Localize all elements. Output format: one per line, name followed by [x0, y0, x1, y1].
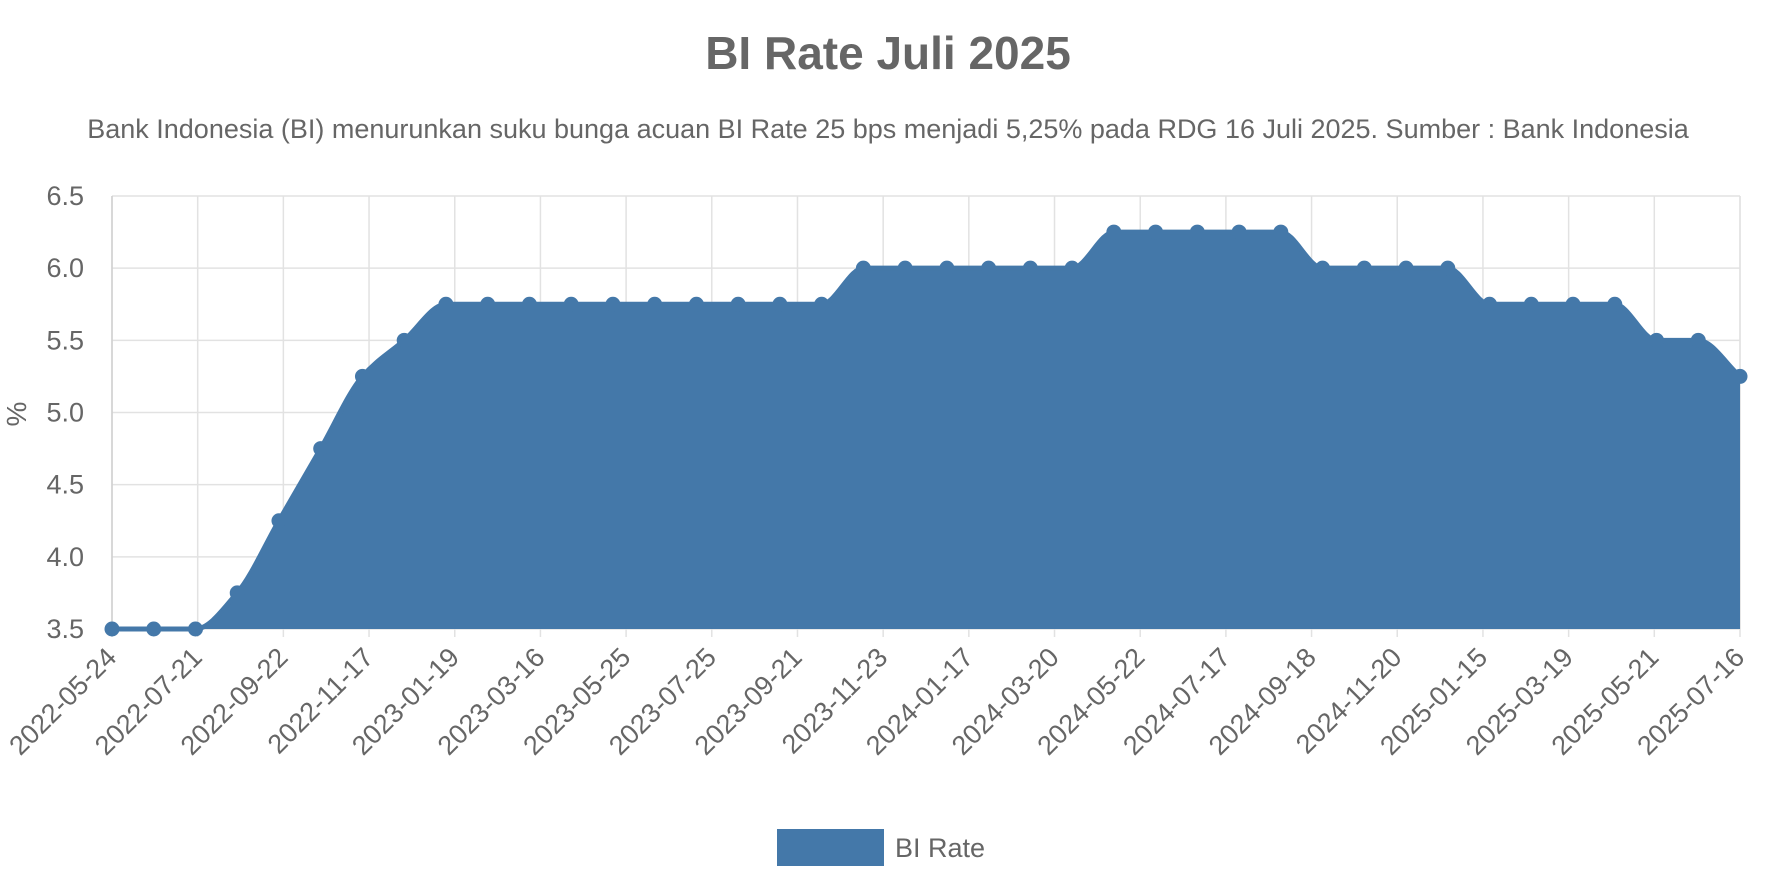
data-point[interactable] [855, 260, 871, 276]
y-tick-label: 5.0 [46, 398, 84, 428]
series-points [104, 224, 1748, 637]
data-point[interactable] [480, 296, 496, 312]
data-point[interactable] [1690, 332, 1706, 348]
data-point[interactable] [1440, 260, 1456, 276]
data-point[interactable] [1398, 260, 1414, 276]
data-point[interactable] [1732, 368, 1748, 384]
y-tick-label: 4.5 [46, 470, 84, 500]
data-point[interactable] [1148, 224, 1164, 240]
data-point[interactable] [1565, 296, 1581, 312]
legend[interactable]: BI Rate [777, 829, 985, 866]
data-point[interactable] [563, 296, 579, 312]
y-tick-label: 6.0 [46, 253, 84, 283]
data-point[interactable] [1356, 260, 1372, 276]
data-point[interactable] [229, 585, 245, 601]
legend-swatch-bi-rate [777, 829, 884, 866]
y-axis-title: % [1, 402, 32, 427]
data-point[interactable] [688, 296, 704, 312]
data-point[interactable] [1022, 260, 1038, 276]
data-point[interactable] [1649, 332, 1665, 348]
chart-title: BI Rate Juli 2025 [705, 27, 1071, 79]
data-point[interactable] [438, 296, 454, 312]
data-point[interactable] [1482, 296, 1498, 312]
series-area [112, 229, 1742, 632]
data-point[interactable] [187, 621, 203, 637]
y-axis-ticks: 3.5 4.0 4.5 5.0 5.5 6.0 6.5 [46, 181, 84, 644]
data-point[interactable] [1064, 260, 1080, 276]
data-point[interactable] [1189, 224, 1205, 240]
data-point[interactable] [354, 368, 370, 384]
y-tick-label: 3.5 [46, 614, 84, 644]
data-point[interactable] [1607, 296, 1623, 312]
data-point[interactable] [271, 513, 287, 529]
data-point[interactable] [981, 260, 997, 276]
data-point[interactable] [146, 621, 162, 637]
data-point[interactable] [1315, 260, 1331, 276]
data-point[interactable] [1523, 296, 1539, 312]
y-tick-label: 4.0 [46, 542, 84, 572]
data-point[interactable] [1231, 224, 1247, 240]
data-point[interactable] [313, 441, 329, 457]
data-point[interactable] [730, 296, 746, 312]
data-point[interactable] [396, 332, 412, 348]
data-point[interactable] [814, 296, 830, 312]
data-point[interactable] [897, 260, 913, 276]
data-point[interactable] [647, 296, 663, 312]
data-point[interactable] [521, 296, 537, 312]
data-point[interactable] [939, 260, 955, 276]
y-tick-label: 5.5 [46, 325, 84, 355]
data-point[interactable] [772, 296, 788, 312]
data-point[interactable] [1106, 224, 1122, 240]
data-point[interactable] [104, 621, 120, 637]
legend-label-bi-rate: BI Rate [895, 833, 985, 863]
data-point[interactable] [1273, 224, 1289, 240]
y-tick-label: 6.5 [46, 181, 84, 211]
chart-subtitle: Bank Indonesia (BI) menurunkan suku bung… [87, 114, 1689, 144]
x-axis-ticks: 2022-05-242022-07-212022-09-222022-11-17… [3, 642, 1750, 761]
data-point[interactable] [605, 296, 621, 312]
bi-rate-area [112, 232, 1740, 630]
